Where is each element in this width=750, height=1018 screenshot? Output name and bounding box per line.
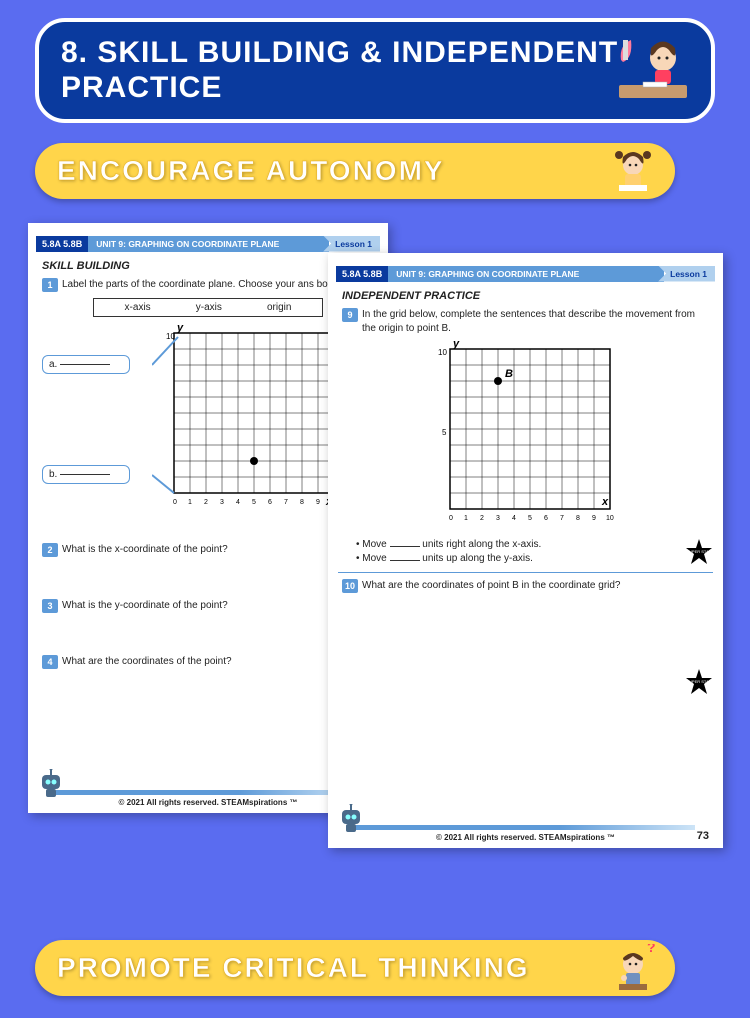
section-title: INDEPENDENT PRACTICE [342,290,709,302]
qnum-icon: 9 [342,308,358,322]
question-2: 2What is the x-coordinate of the point? [42,543,374,557]
header-banner: 8. SKILL BUILDING & INDEPENDENT PRACTICE [35,18,715,123]
standards-tag: 5.8A 5.8B [36,236,88,252]
sheet2-header: 5.8A 5.8B UNIT 9: GRAPHING ON COORDINATE… [336,263,715,284]
svg-text:10: 10 [606,515,614,522]
boy-thinking-icon: ? [609,944,657,992]
svg-text:5: 5 [528,515,532,522]
grid-svg-1: 10 y x 012345678910 [152,325,342,520]
lesson-tag: Lesson 1 [658,266,715,282]
svg-text:10: 10 [438,348,447,357]
svg-text:9: 9 [316,499,320,506]
svg-text:6: 6 [268,499,272,506]
svg-text:SUPER STAR: SUPER STAR [686,679,711,684]
point-b-label: B [505,368,513,380]
svg-text:5: 5 [442,428,447,437]
girl-studying-icon [613,30,693,105]
copyright-text: © 2021 All rights reserved. STEAMspirati… [328,833,723,842]
encourage-autonomy-pill: ENCOURAGE AUTONOMY [35,143,675,199]
svg-text:?: ? [647,944,656,955]
unit-title: UNIT 9: GRAPHING ON COORDINATE PLANE [88,236,329,252]
svg-text:SUPER STAR: SUPER STAR [686,549,711,554]
lesson-tag: Lesson 1 [323,236,380,252]
sheet1-header: 5.8A 5.8B UNIT 9: GRAPHING ON COORDINATE… [36,233,380,254]
qnum-icon: 4 [42,655,58,669]
svg-text:1: 1 [464,515,468,522]
word-origin: origin [267,302,291,313]
svg-text:2: 2 [480,515,484,522]
svg-text:1: 1 [188,499,192,506]
svg-text:y: y [452,341,460,350]
qnum-icon: 3 [42,599,58,613]
svg-text:3: 3 [496,515,500,522]
svg-text:4: 4 [512,515,516,522]
bullet-1: • Move units right along the x-axis. [356,539,695,550]
svg-text:4: 4 [236,499,240,506]
bottom-banner-wrap: PROMOTE CRITICAL THINKING ? [35,940,675,996]
girl-reading-icon [609,147,657,195]
grid-svg-2: 10 5 y x 0 1 2 3 4 5 6 7 8 9 10 B [426,341,626,536]
svg-text:9: 9 [592,515,596,522]
svg-text:2: 2 [204,499,208,506]
label-a: a. [42,355,130,374]
label-b: b. [42,465,130,484]
word-xaxis: x-axis [125,302,151,313]
svg-text:0: 0 [173,499,177,506]
promote-critical-thinking-pill: PROMOTE CRITICAL THINKING ? [35,940,675,996]
svg-text:8: 8 [576,515,580,522]
standards-tag: 5.8A 5.8B [336,266,388,282]
svg-text:7: 7 [560,515,564,522]
qnum-icon: 1 [42,278,58,292]
question-9: 9In the grid below, complete the sentenc… [342,308,709,335]
coordinate-grid-1: a. b. c. 10 y x 012345678910 [42,325,374,525]
pill-top-text: ENCOURAGE AUTONOMY [57,155,653,187]
svg-text:x: x [601,496,609,508]
star-icon: SUPER STAR [685,538,713,566]
footer-bar [356,825,695,830]
sheet2-footer: © 2021 All rights reserved. STEAMspirati… [328,825,723,842]
question-4: 4What are the coordinates of the point? [42,655,374,669]
svg-text:5: 5 [252,499,256,506]
word-box: x-axis y-axis origin [93,298,323,317]
footer-bar [56,790,360,795]
header-title: 8. SKILL BUILDING & INDEPENDENT PRACTICE [61,36,689,105]
unit-title: UNIT 9: GRAPHING ON COORDINATE PLANE [388,266,664,282]
question-10: 10What are the coordinates of point B in… [342,579,709,593]
question-1: 1Label the parts of the coordinate plane… [42,278,374,292]
svg-text:6: 6 [544,515,548,522]
qnum-icon: 10 [342,579,358,593]
bullet-2: • Move units up along the y-axis. [356,553,695,564]
svg-text:7: 7 [284,499,288,506]
question-3: 3What is the y-coordinate of the point? [42,599,374,613]
svg-text:0: 0 [449,515,453,522]
svg-text:8: 8 [300,499,304,506]
pill-bottom-text: PROMOTE CRITICAL THINKING [57,952,653,984]
svg-text:3: 3 [220,499,224,506]
svg-text:10: 10 [166,332,175,341]
word-yaxis: y-axis [196,302,222,313]
blank-field [390,546,420,547]
worksheet-independent-practice: 5.8A 5.8B UNIT 9: GRAPHING ON COORDINATE… [328,253,723,848]
star-icon: SUPER STAR [685,668,713,696]
section-title: SKILL BUILDING [42,260,374,272]
svg-text:y: y [176,325,184,334]
qnum-icon: 2 [42,543,58,557]
page-number: 73 [697,830,709,842]
blank-field [390,560,420,561]
worksheets-area: 5.8A 5.8B UNIT 9: GRAPHING ON COORDINATE… [28,223,722,866]
